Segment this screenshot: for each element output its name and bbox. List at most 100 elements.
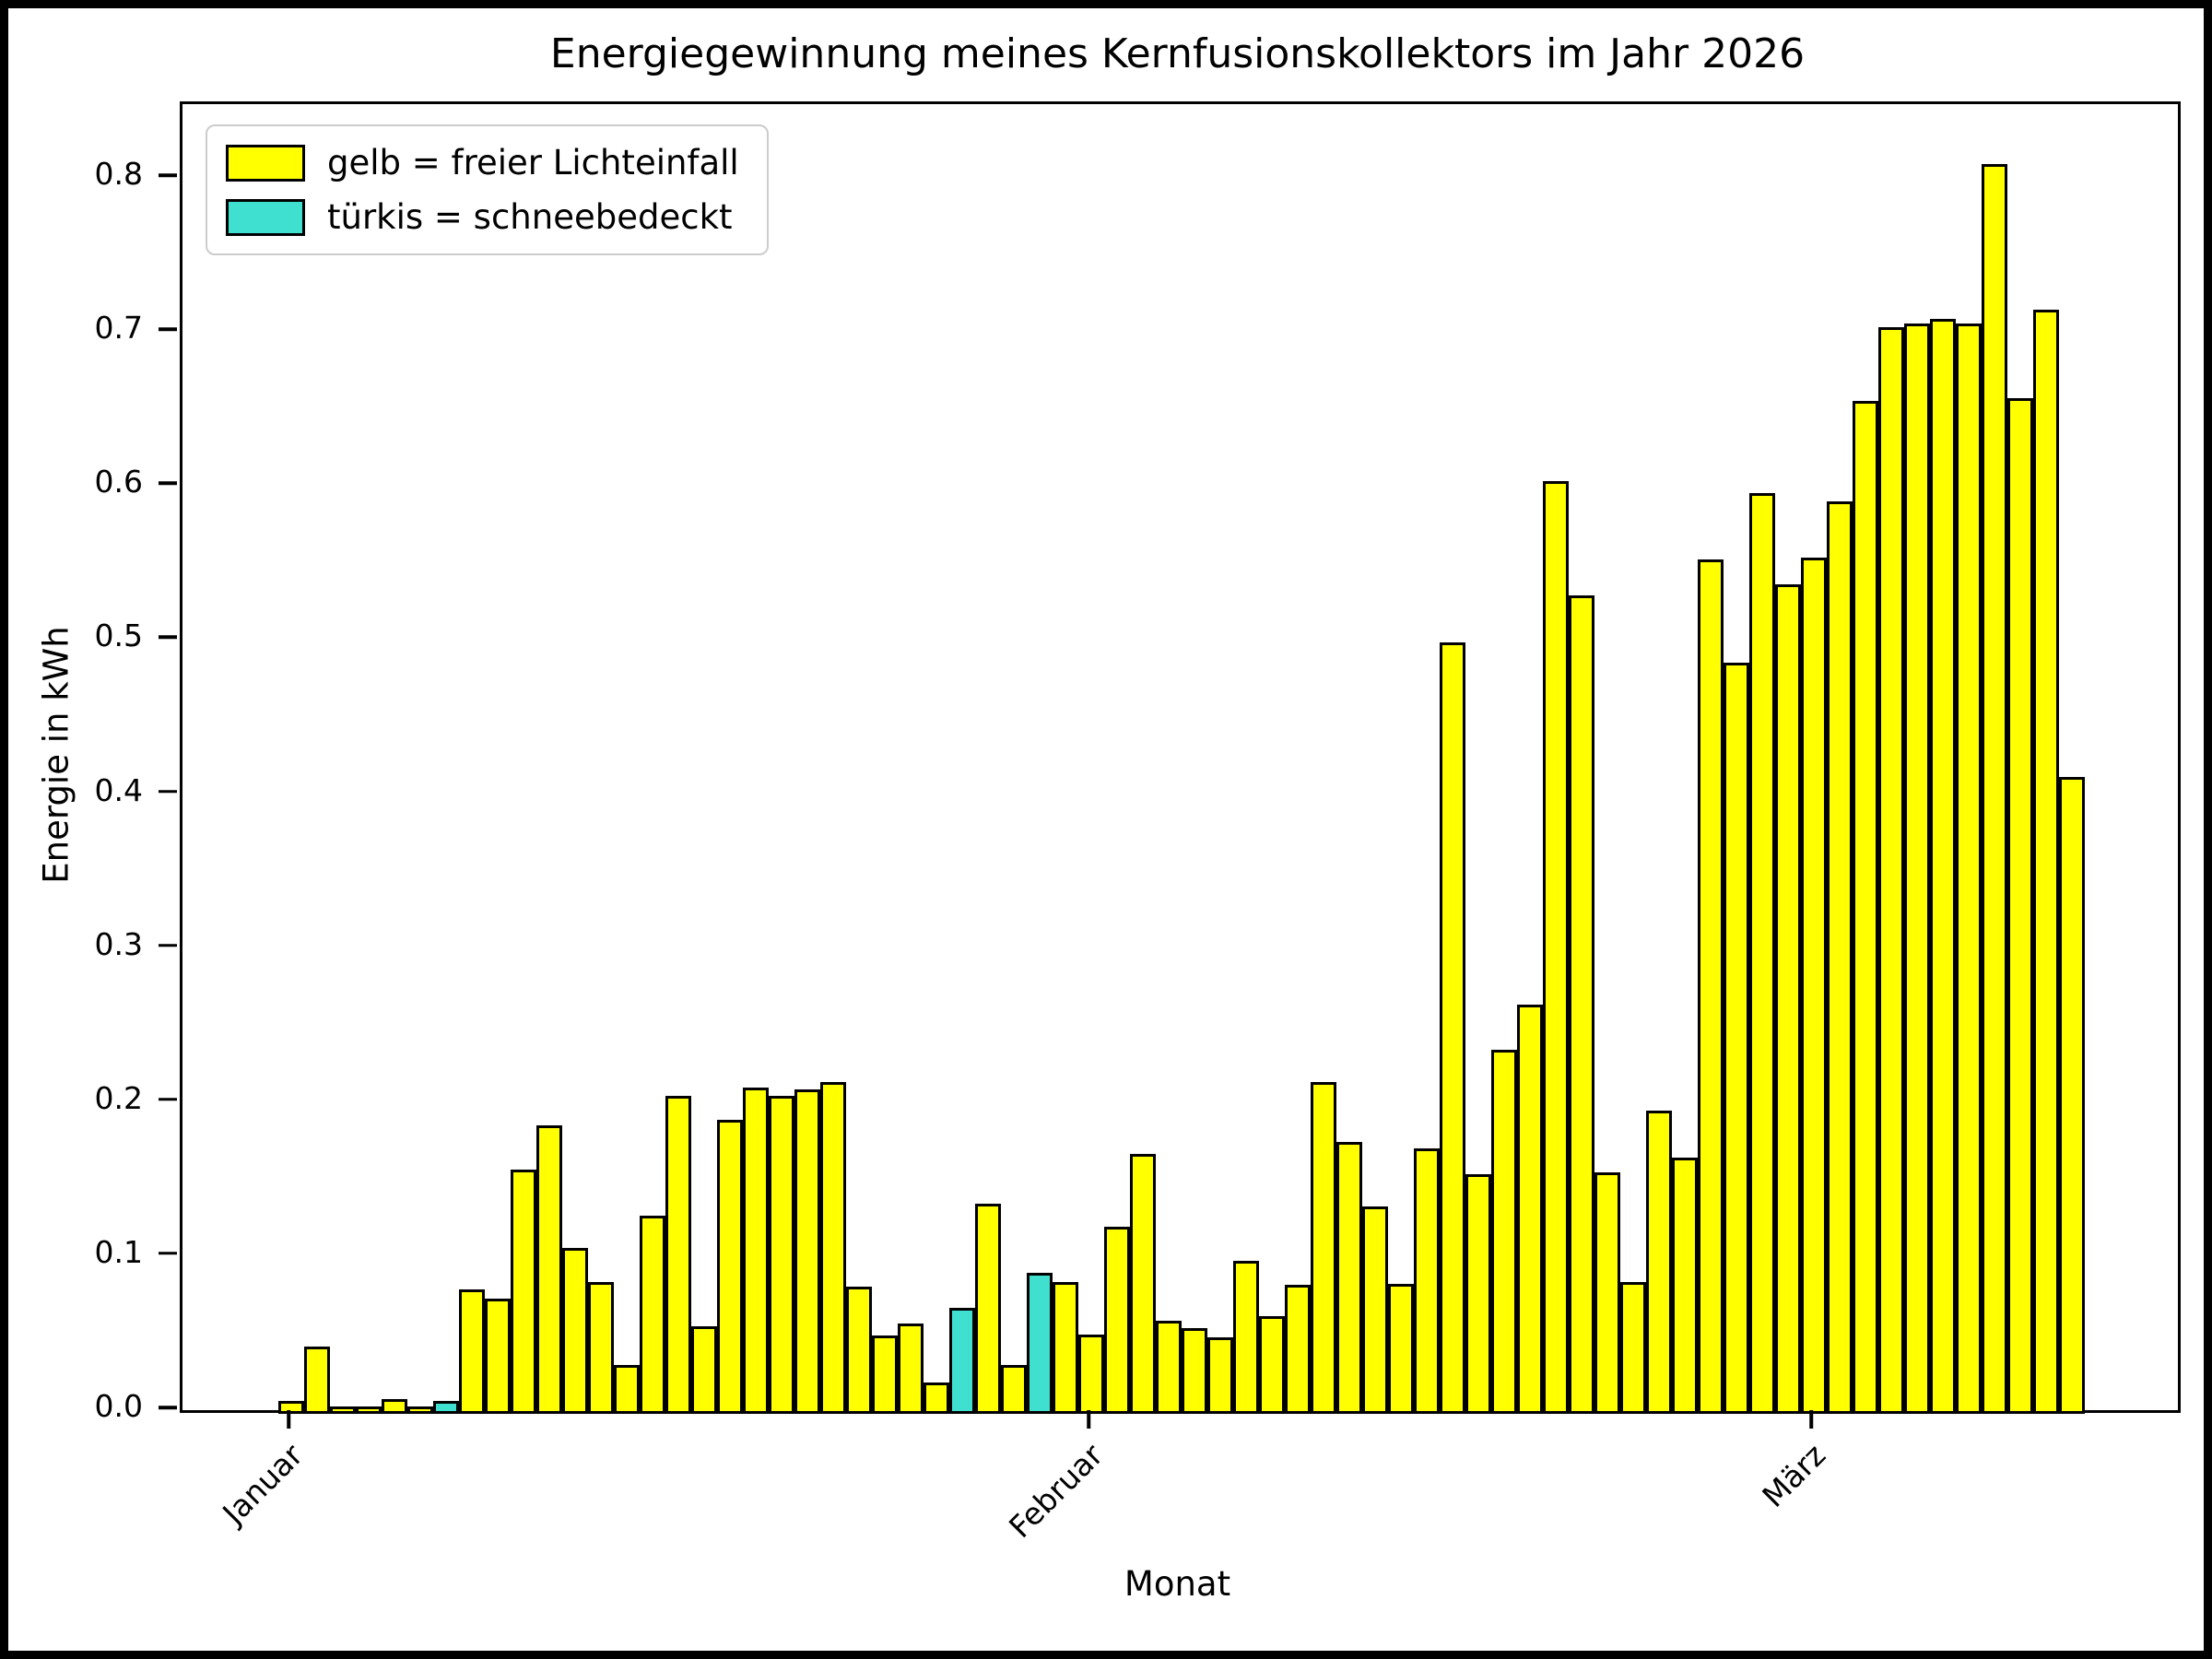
bar-freier-lichteinfall (562, 1248, 588, 1414)
bar-freier-lichteinfall (1904, 324, 1930, 1414)
y-tick-mark (159, 173, 177, 177)
bar-freier-lichteinfall (1853, 401, 1878, 1414)
bar-freier-lichteinfall (1104, 1226, 1130, 1414)
bar-freier-lichteinfall (924, 1382, 949, 1414)
bar-freier-lichteinfall (614, 1365, 640, 1414)
bar-freier-lichteinfall (1078, 1334, 1104, 1414)
legend-label: gelb = freier Lichteinfall (327, 143, 739, 182)
bar-freier-lichteinfall (278, 1400, 304, 1414)
x-tick-mark (287, 1410, 290, 1429)
y-tick-label: 0.5 (94, 618, 143, 654)
bar-schneebedeckt (949, 1308, 975, 1414)
legend-item-free-light: gelb = freier Lichteinfall (226, 143, 739, 182)
legend-item-snow-covered: türkis = schneebedeckt (226, 197, 739, 237)
x-tick-mark (1809, 1410, 1813, 1429)
bar-freier-lichteinfall (1982, 163, 2007, 1414)
bar-freier-lichteinfall (1233, 1260, 1259, 1414)
bar-freier-lichteinfall (485, 1299, 511, 1414)
bar-freier-lichteinfall (872, 1335, 898, 1414)
y-tick-label: 0.4 (94, 771, 143, 808)
bar-freier-lichteinfall (588, 1281, 614, 1414)
bar-freier-lichteinfall (769, 1095, 794, 1414)
bar-freier-lichteinfall (382, 1398, 407, 1414)
bar-freier-lichteinfall (1620, 1281, 1646, 1414)
y-tick-label: 0.6 (94, 464, 143, 500)
bar-freier-lichteinfall (1285, 1285, 1311, 1414)
bar-freier-lichteinfall (1130, 1154, 1156, 1414)
x-tick-label: Januar (216, 1437, 311, 1532)
bar-freier-lichteinfall (1569, 594, 1594, 1414)
legend-label: türkis = schneebedeckt (327, 197, 733, 237)
bar-freier-lichteinfall (304, 1347, 330, 1414)
y-tick-mark (159, 943, 177, 947)
y-tick-label: 0.3 (94, 925, 143, 962)
bar-freier-lichteinfall (1259, 1315, 1285, 1414)
bar-freier-lichteinfall (717, 1120, 743, 1414)
bar-freier-lichteinfall (743, 1088, 769, 1414)
bar-freier-lichteinfall (1053, 1281, 1078, 1414)
bar-freier-lichteinfall (1207, 1337, 1233, 1414)
bar-freier-lichteinfall (1827, 500, 1853, 1414)
bar-freier-lichteinfall (1775, 583, 1801, 1414)
x-tick-label: März (1755, 1437, 1833, 1514)
bar-freier-lichteinfall (1311, 1081, 1336, 1414)
bar-freier-lichteinfall (1414, 1147, 1440, 1414)
bar-freier-lichteinfall (794, 1089, 820, 1414)
bar-freier-lichteinfall (1801, 558, 1827, 1414)
y-tick-label: 0.8 (94, 155, 143, 192)
bar-freier-lichteinfall (1930, 319, 1956, 1414)
bar-freier-lichteinfall (640, 1216, 665, 1414)
yellow-swatch-icon (226, 144, 305, 182)
bar-freier-lichteinfall (407, 1406, 433, 1414)
bar-freier-lichteinfall (665, 1095, 691, 1414)
bar-freier-lichteinfall (511, 1169, 536, 1414)
bar-freier-lichteinfall (1956, 324, 1982, 1414)
bar-freier-lichteinfall (1156, 1320, 1182, 1414)
bar-freier-lichteinfall (459, 1289, 485, 1414)
bar-freier-lichteinfall (1698, 559, 1724, 1414)
y-tick-label: 0.7 (94, 310, 143, 347)
bar-freier-lichteinfall (2059, 776, 2085, 1414)
y-tick-label: 0.0 (94, 1387, 143, 1424)
bar-freier-lichteinfall (1336, 1141, 1362, 1414)
y-tick-mark (159, 481, 177, 485)
y-tick-mark (159, 635, 177, 640)
x-tick-label: Februar (1002, 1437, 1111, 1546)
bar-schneebedeckt (433, 1400, 459, 1414)
bar-freier-lichteinfall (1182, 1328, 1207, 1414)
bar-freier-lichteinfall (1724, 663, 1749, 1414)
y-tick-mark (159, 1098, 177, 1101)
chart-title: Energiegewinnung meines Kernfusionskolle… (549, 30, 1806, 77)
bar-freier-lichteinfall (975, 1203, 1001, 1414)
bar-freier-lichteinfall (1646, 1111, 1672, 1414)
bar-freier-lichteinfall (1749, 493, 1775, 1414)
bar-freier-lichteinfall (356, 1406, 382, 1414)
bar-freier-lichteinfall (1465, 1173, 1491, 1414)
bar-freier-lichteinfall (820, 1081, 846, 1414)
y-axis-label: Energie in kWh (36, 626, 76, 884)
bar-freier-lichteinfall (846, 1286, 872, 1414)
y-tick-mark (159, 789, 177, 794)
y-tick-label: 0.1 (94, 1233, 143, 1270)
legend: gelb = freier Lichteinfall türkis = schn… (206, 124, 769, 255)
bar-freier-lichteinfall (1543, 480, 1569, 1414)
y-tick-mark (159, 327, 177, 331)
bar-freier-lichteinfall (1440, 642, 1465, 1414)
bar-freier-lichteinfall (330, 1406, 356, 1414)
bar-freier-lichteinfall (2033, 310, 2059, 1414)
bar-freier-lichteinfall (1491, 1049, 1517, 1414)
bar-freier-lichteinfall (536, 1124, 562, 1414)
bar-freier-lichteinfall (1001, 1365, 1027, 1414)
bar-freier-lichteinfall (2007, 397, 2033, 1414)
bar-freier-lichteinfall (691, 1326, 717, 1414)
bar-freier-lichteinfall (1878, 326, 1904, 1414)
turquoise-swatch-icon (226, 198, 305, 236)
y-tick-mark (159, 1406, 177, 1409)
bar-freier-lichteinfall (1594, 1172, 1620, 1414)
x-axis-label: Monat (1124, 1564, 1231, 1604)
bar-schneebedeckt (1027, 1272, 1053, 1414)
y-tick-mark (159, 1252, 177, 1255)
bar-freier-lichteinfall (1517, 1005, 1543, 1414)
x-tick-mark (1087, 1410, 1090, 1429)
